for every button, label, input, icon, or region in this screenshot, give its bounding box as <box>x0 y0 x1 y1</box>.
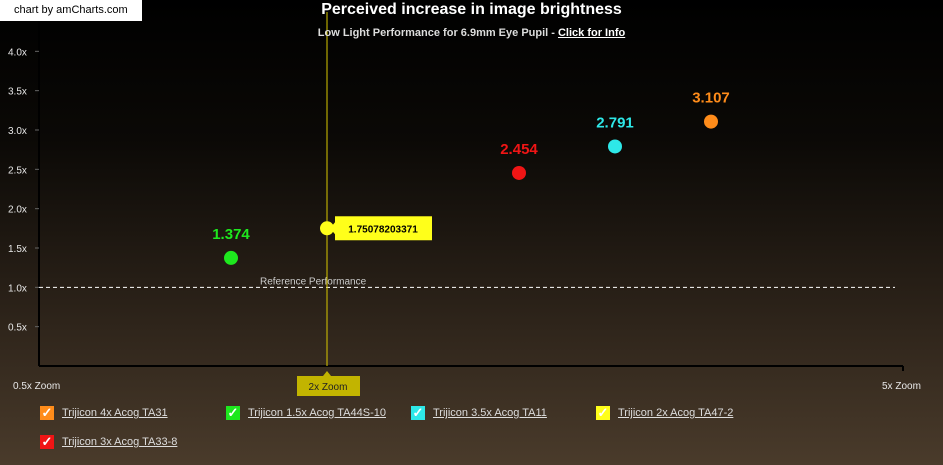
y-tick-label: 4.0x <box>8 47 27 58</box>
legend-label: Trijicon 1.5x Acog TA44S-10 <box>248 407 386 419</box>
chart-title: Perceived increase in image brightness <box>321 1 622 18</box>
x-axis-max-label: 5x Zoom <box>882 381 921 392</box>
x-axis-min-label: 0.5x Zoom <box>13 381 60 392</box>
click-for-info-link[interactable]: Click for Info <box>557 27 626 39</box>
y-tick-label: 3.5x <box>8 87 27 98</box>
data-point <box>512 165 526 180</box>
reference-label: Reference Performance <box>260 276 367 287</box>
legend-item-ta47-2[interactable]: ✓ Trijicon 2x Acog TA47-2 <box>596 405 733 421</box>
cursor-label-pointer <box>323 371 331 376</box>
y-tick-label: 0.5x <box>8 323 27 334</box>
cursor-x-label: 2x Zoom <box>309 382 348 393</box>
data-point <box>224 250 238 265</box>
legend-label: Trijicon 4x Acog TA31 <box>62 407 168 419</box>
cursor-label-box <box>297 376 360 396</box>
y-tick-label: 2.5x <box>8 165 27 176</box>
legend-label: Trijicon 2x Acog TA47-2 <box>618 407 734 419</box>
legend-label: Trijicon 3.5x Acog TA11 <box>433 407 547 419</box>
tooltip-value-label: 1.75078203371 <box>348 224 418 235</box>
data-label: 2.791 <box>596 114 634 131</box>
tooltip-box <box>335 216 432 241</box>
legend-checkbox-icon[interactable]: ✓ <box>226 405 240 420</box>
legend-item-ta33-8[interactable]: ✓ Trijicon 3x Acog TA33-8 <box>40 434 177 450</box>
y-tick-label: 2.0x <box>8 205 27 216</box>
data-label: 1.374 <box>212 226 250 243</box>
y-tick-label: 1.5x <box>8 244 27 255</box>
legend-checkbox-icon[interactable]: ✓ <box>596 405 610 420</box>
legend-checkbox-icon[interactable]: ✓ <box>40 405 54 420</box>
legend-label: Trijicon 3x Acog TA33-8 <box>62 436 178 448</box>
data-point <box>704 114 718 129</box>
subtitle-text: Low Light Performance for 6.9mm Eye Pupi… <box>317 27 558 39</box>
data-point <box>320 221 334 236</box>
y-tick-label: 1.0x <box>8 283 27 294</box>
legend-item-ta31[interactable]: ✓ Trijicon 4x Acog TA31 <box>40 405 168 421</box>
legend-checkbox-icon[interactable]: ✓ <box>411 405 425 420</box>
data-point <box>608 139 622 154</box>
legend-item-ta44s-10[interactable]: ✓ Trijicon 1.5x Acog TA44S-10 <box>226 405 386 421</box>
data-label: 3.107 <box>692 90 730 107</box>
chart-subtitle: Low Light Performance for 6.9mm Eye Pupi… <box>0 27 943 39</box>
y-tick-label: 3.0x <box>8 126 27 137</box>
tooltip-pointer <box>330 222 335 235</box>
data-label: 2.454 <box>500 141 538 158</box>
amcharts-credit-link[interactable]: chart by amCharts.com <box>0 0 142 21</box>
legend-checkbox-icon[interactable]: ✓ <box>40 434 54 449</box>
legend-item-ta11[interactable]: ✓ Trijicon 3.5x Acog TA11 <box>411 405 547 421</box>
